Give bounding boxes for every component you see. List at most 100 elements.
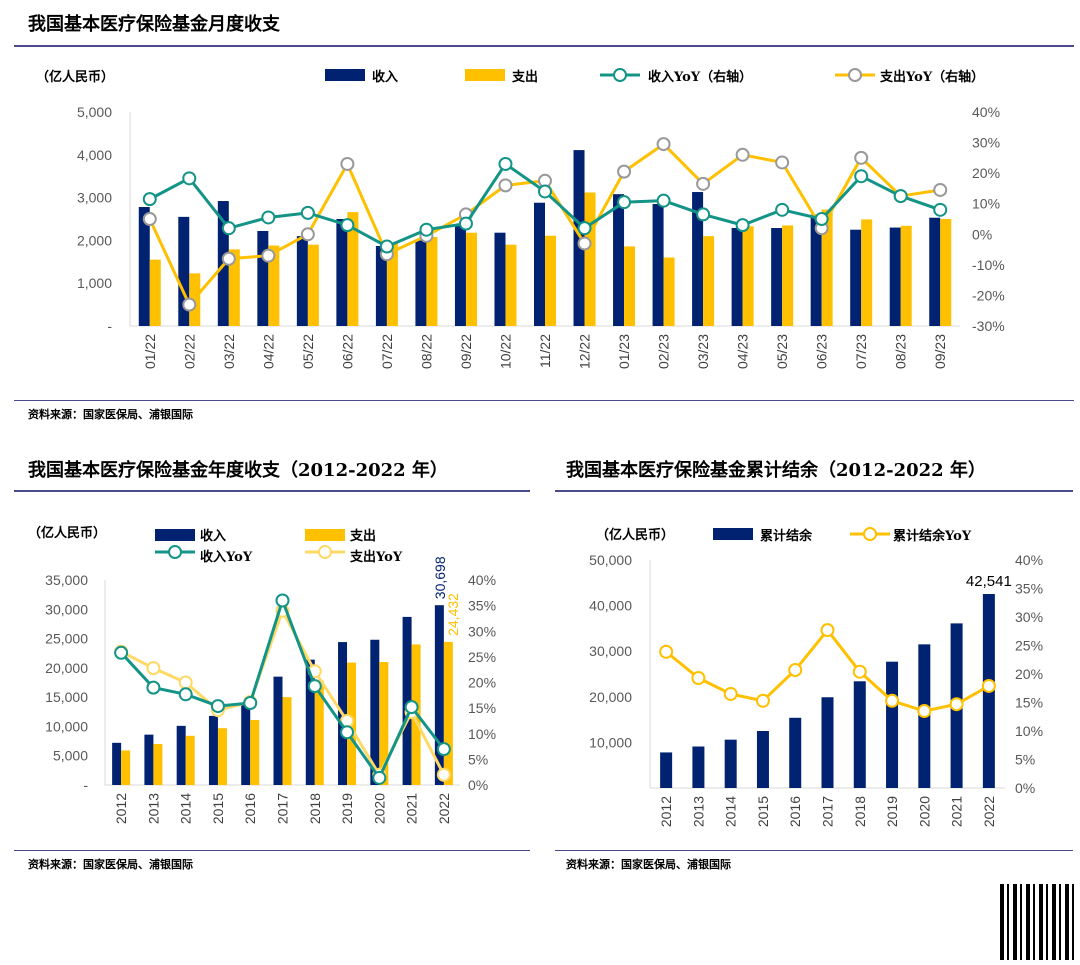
y-tick-label-right: 25% (1015, 638, 1043, 654)
x-tick-label: 04/22 (260, 334, 276, 369)
legend-income-swatch (155, 529, 195, 541)
point-yoy (243, 696, 258, 710)
x-tick-label: 09/23 (932, 334, 948, 369)
y-tick-label-left: 20,000 (45, 660, 88, 676)
point-yoy (210, 699, 225, 714)
legend-expense-swatch (305, 529, 345, 541)
y-tick-label-right: 35% (468, 598, 496, 614)
x-tick-label: 2013 (690, 796, 706, 827)
bar-income (208, 715, 218, 785)
point-yoy (981, 678, 996, 693)
y-tick-label-right: 20% (468, 675, 496, 691)
bar-expense (121, 750, 131, 785)
y-tick-label-right: 20% (1015, 666, 1043, 682)
source-divider (555, 850, 1073, 851)
legend-income: 收入 (200, 529, 227, 544)
point-yoy (617, 195, 632, 210)
point-yoy (419, 222, 434, 237)
bar-balance (853, 681, 866, 788)
point-yoy (814, 212, 829, 226)
bar-expense (228, 249, 240, 326)
bar-income (273, 676, 283, 785)
x-tick-label: 10/22 (497, 334, 513, 369)
bar-income (494, 232, 506, 326)
y-tick-label-right: 40% (972, 104, 1000, 120)
point-expense-yoy (142, 212, 157, 226)
source-divider (14, 850, 530, 851)
point-yoy (300, 205, 315, 220)
source-note: 资料来源：国家医保局、浦银国际 (28, 408, 193, 421)
bar-income (144, 734, 154, 785)
y-tick-label-right: 30% (468, 623, 496, 639)
bar-income (375, 245, 387, 326)
point-yoy (182, 171, 197, 186)
x-tick-label: 02/22 (181, 334, 197, 369)
legend-income-swatch (325, 69, 365, 81)
bar-expense (153, 744, 163, 785)
point-expense-yoy (656, 137, 671, 152)
y-tick-label-left: 10,000 (45, 718, 88, 734)
bar-income (336, 219, 348, 326)
x-tick-label: 2015 (210, 793, 226, 824)
bar-balance (692, 746, 705, 788)
point-yoy (275, 593, 290, 608)
bar-income (415, 240, 427, 326)
x-tick-label: 09/22 (458, 334, 474, 369)
y-tick-label-right: 30% (972, 135, 1000, 151)
y-tick-label-right: 35% (1015, 581, 1043, 597)
y-tick-label-right: 10% (1015, 723, 1043, 739)
y-tick-label-left: 1,000 (77, 275, 112, 291)
bar-income (454, 224, 466, 326)
legend-expense: 支出 (512, 70, 539, 85)
point-expense-yoy (735, 147, 750, 162)
bar-expense (584, 192, 596, 326)
bar-income (434, 605, 444, 785)
legend-balance: 累计结余 (760, 529, 813, 544)
bar-expense (782, 225, 794, 326)
x-tick-label: 2014 (178, 793, 194, 824)
legend-expense-yoy: 支出YoY（右轴） (880, 70, 985, 85)
bar-expense (379, 662, 389, 785)
y-tick-label-left: 20,000 (589, 689, 632, 705)
bar-expense (149, 259, 161, 326)
y-tick-label-right: 5% (1015, 752, 1035, 768)
source-note: 资料来源：国家医保局、浦银国际 (28, 858, 193, 871)
bar-expense (268, 245, 280, 326)
point-expense-yoy (696, 176, 711, 191)
bar-expense (505, 244, 517, 326)
point-expense-yoy (221, 251, 236, 266)
x-tick-label: 2020 (371, 793, 387, 824)
x-tick-label: 07/22 (379, 334, 395, 369)
point-expense-yoy (854, 150, 869, 165)
x-tick-label: 08/23 (893, 334, 909, 369)
x-tick-label: 2020 (916, 796, 932, 827)
bar-expense (426, 236, 438, 326)
legend-income: 收入 (372, 70, 399, 85)
bar-income (112, 742, 122, 785)
point-yoy (379, 239, 394, 254)
bar-expense (250, 719, 260, 785)
point-yoy (656, 193, 671, 208)
bar-expense (314, 680, 324, 785)
point-yoy (142, 192, 157, 207)
bar-income (810, 214, 822, 326)
x-tick-label: 05/23 (774, 334, 790, 369)
y-tick-label-left: 3,000 (77, 190, 112, 206)
x-tick-label: 2017 (820, 796, 836, 827)
y-tick-label-right: 15% (1015, 695, 1043, 711)
point-yoy (178, 687, 193, 702)
y-tick-label-right: 0% (1015, 780, 1035, 796)
point-yoy (893, 189, 908, 204)
point-yoy (755, 693, 770, 708)
point-yoy (577, 221, 592, 236)
point-expense-yoy (436, 767, 451, 782)
bar-expense (624, 246, 636, 326)
y-tick-label-right: 15% (468, 700, 496, 716)
point-expense-yoy (498, 178, 513, 193)
y-tick-label-left: 5,000 (53, 748, 88, 764)
y-tick-label-left: 4,000 (77, 147, 112, 163)
qr-code (1000, 884, 1076, 960)
point-yoy (885, 693, 900, 708)
legend-marker (863, 527, 877, 541)
